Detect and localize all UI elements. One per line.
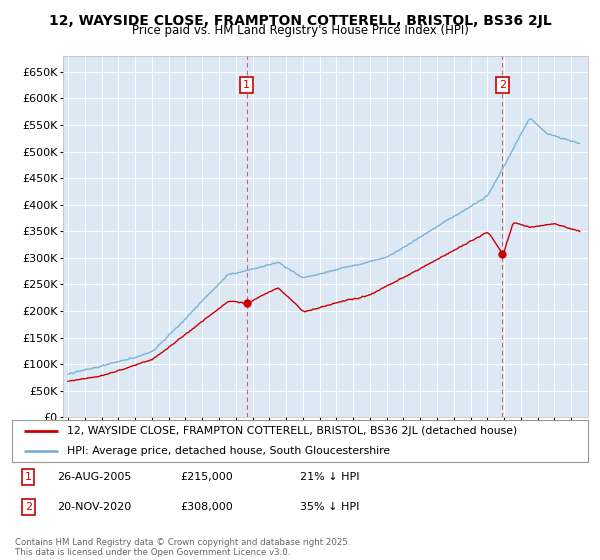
Text: HPI: Average price, detached house, South Gloucestershire: HPI: Average price, detached house, Sout…: [67, 446, 390, 456]
Text: Contains HM Land Registry data © Crown copyright and database right 2025.
This d: Contains HM Land Registry data © Crown c…: [15, 538, 350, 557]
Text: 2: 2: [499, 80, 506, 90]
Text: £215,000: £215,000: [180, 472, 233, 482]
Text: 2: 2: [25, 502, 32, 512]
Text: 12, WAYSIDE CLOSE, FRAMPTON COTTERELL, BRISTOL, BS36 2JL (detached house): 12, WAYSIDE CLOSE, FRAMPTON COTTERELL, B…: [67, 426, 517, 436]
Text: 1: 1: [25, 472, 32, 482]
Text: 12, WAYSIDE CLOSE, FRAMPTON COTTERELL, BRISTOL, BS36 2JL: 12, WAYSIDE CLOSE, FRAMPTON COTTERELL, B…: [49, 14, 551, 28]
Text: 1: 1: [243, 80, 250, 90]
Text: 26-AUG-2005: 26-AUG-2005: [57, 472, 131, 482]
Text: £308,000: £308,000: [180, 502, 233, 512]
Text: Price paid vs. HM Land Registry's House Price Index (HPI): Price paid vs. HM Land Registry's House …: [131, 24, 469, 37]
Text: 21% ↓ HPI: 21% ↓ HPI: [300, 472, 359, 482]
Text: 35% ↓ HPI: 35% ↓ HPI: [300, 502, 359, 512]
Text: 20-NOV-2020: 20-NOV-2020: [57, 502, 131, 512]
